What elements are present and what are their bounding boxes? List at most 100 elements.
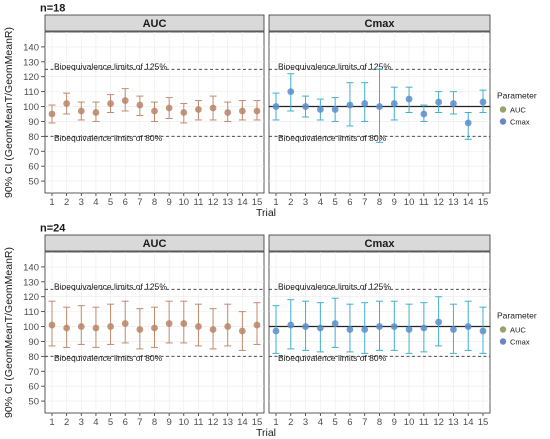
data-point (302, 323, 309, 330)
x-tick-label: 10 (404, 417, 415, 428)
x-tick-label: 3 (79, 197, 84, 208)
legend-item-label: Cmax (510, 337, 530, 346)
data-point (405, 95, 413, 103)
x-tick-label: 14 (237, 417, 248, 428)
x-tick-label: 12 (208, 197, 219, 208)
facet-strip (268, 234, 491, 252)
x-tick-label: 8 (377, 417, 382, 428)
x-tick-label: 5 (332, 197, 337, 208)
x-tick-label: 9 (166, 197, 171, 208)
y-tick-label: 80 (28, 132, 39, 143)
x-axis-label: Trial (256, 207, 276, 219)
x-tick-label: 5 (108, 417, 113, 428)
y-tick-label: 100 (23, 322, 39, 333)
limit-label: Bioequivalence limits of 125% (278, 61, 391, 71)
limit-label: Bioequivalence limits of 125% (54, 61, 167, 71)
x-tick-label: 13 (222, 197, 233, 208)
data-point (346, 326, 354, 333)
panel-auc: AUC Bioequivalence limits of 125% Bioequiv… (44, 234, 265, 428)
x-tick-label: 7 (362, 197, 367, 208)
x-tick-label: 15 (252, 417, 263, 428)
facet-strip (44, 234, 265, 252)
panel-cmax: Cmax Bioequivalence limits of 125% Bioequi… (268, 234, 491, 428)
x-tick-label: 14 (237, 197, 248, 208)
data-point (77, 323, 85, 330)
x-tick-label: 6 (123, 197, 128, 208)
x-tick-label: 3 (303, 417, 308, 428)
data-point (479, 98, 487, 106)
y-tick-label: 60 (28, 162, 39, 173)
x-tick-label: 11 (419, 417, 429, 428)
legend-swatch (499, 106, 507, 113)
facet-strip-label: Cmax (365, 18, 396, 30)
legend-swatch (499, 338, 507, 345)
data-point (63, 100, 71, 107)
x-tick-label: 5 (332, 417, 337, 428)
legend-title: Parameter (497, 311, 537, 321)
data-point (450, 326, 457, 333)
x-axis-label: Trial (256, 427, 276, 439)
data-point (92, 324, 100, 332)
data-point (272, 327, 280, 335)
x-tick-label: 8 (152, 417, 157, 428)
data-point (151, 107, 158, 115)
y-tick-label: 90 (28, 337, 39, 348)
x-tick-label: 14 (463, 417, 474, 428)
x-tick-label: 11 (193, 417, 203, 428)
x-tick-label: 4 (318, 417, 323, 428)
x-tick-label: 13 (222, 417, 233, 428)
x-tick-label: 12 (433, 417, 444, 428)
x-tick-label: 7 (137, 197, 142, 208)
y-tick-label: 80 (28, 352, 39, 363)
x-tick-label: 9 (392, 417, 397, 428)
limit-label: Bioequivalence limits of 125% (278, 281, 391, 291)
x-tick-label: 2 (64, 197, 69, 208)
data-point (151, 324, 158, 332)
panel-auc: AUC Bioequivalence limits of 125% Bioequiv… (44, 14, 265, 208)
x-tick-label: 7 (362, 417, 367, 428)
data-point (48, 321, 56, 329)
data-point (479, 327, 487, 335)
x-tick-label: 2 (288, 197, 293, 208)
data-point (224, 323, 232, 330)
x-tick-label: 2 (288, 417, 293, 428)
x-tick-label: 12 (208, 417, 219, 428)
data-point (287, 88, 295, 96)
x-tick-label: 1 (273, 197, 278, 208)
x-tick-label: 6 (123, 417, 128, 428)
limit-label: Bioequivalence limits of 80% (278, 353, 387, 363)
y-tick-label: 100 (23, 102, 39, 113)
x-tick-label: 9 (166, 417, 171, 428)
x-tick-label: 4 (93, 417, 98, 428)
data-point (63, 324, 71, 332)
facet-strip-label: AUC (143, 18, 167, 30)
data-point (253, 321, 261, 329)
block-title: n=18 (40, 3, 65, 15)
data-point (165, 104, 173, 112)
data-point (209, 326, 217, 333)
data-point (331, 106, 339, 113)
data-point (287, 321, 295, 329)
y-tick-label: 70 (28, 147, 39, 158)
y-tick-label: 50 (28, 177, 39, 188)
x-tick-label: 1 (273, 417, 278, 428)
y-tick-label: 110 (24, 87, 39, 98)
x-tick-label: 3 (303, 197, 308, 208)
x-tick-label: 1 (49, 197, 54, 208)
y-axis-label: 90% CI (GeomMeanT/GeomMeanR) (3, 27, 15, 198)
x-tick-label: 8 (152, 197, 157, 208)
data-point (180, 109, 188, 116)
y-tick-label: 120 (23, 72, 39, 83)
data-point (165, 320, 173, 327)
x-tick-label: 6 (347, 417, 352, 428)
x-tick-label: 5 (108, 197, 113, 208)
y-tick-label: 60 (28, 382, 39, 393)
data-point (107, 100, 114, 107)
x-tick-label: 4 (93, 197, 98, 208)
facet-strip-label: Cmax (365, 238, 396, 250)
x-tick-label: 1 (49, 417, 54, 428)
data-point (136, 326, 144, 333)
data-point (209, 104, 217, 112)
y-tick-label: 110 (24, 307, 39, 318)
